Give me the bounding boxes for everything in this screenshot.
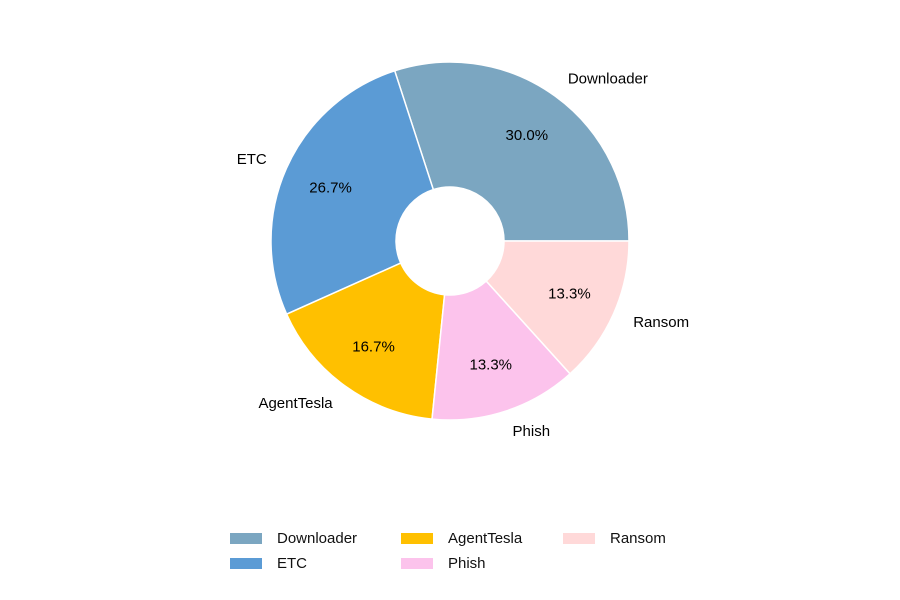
legend-label: Phish (448, 555, 486, 572)
slice-etc (270, 69, 435, 316)
legend-swatch (230, 533, 262, 544)
legend-item-agenttesla: AgentTesla (401, 526, 563, 551)
legend-swatch (401, 533, 433, 544)
value-label-agenttesla: 16.7% (352, 338, 395, 355)
category-label-ransom: Ransom (633, 314, 689, 331)
category-label-downloader: Downloader (568, 70, 648, 87)
legend-item-phish: Phish (401, 551, 563, 576)
category-label-agenttesla: AgentTesla (258, 395, 333, 412)
legend-item-ransom: Ransom (563, 526, 713, 551)
legend-label: AgentTesla (448, 530, 523, 547)
legend-label: Ransom (610, 530, 666, 547)
legend-label: ETC (277, 555, 307, 572)
slices-group (270, 61, 630, 421)
category-label-etc: ETC (237, 151, 267, 168)
slice-agenttesla (285, 262, 446, 420)
value-label-downloader: 30.0% (506, 127, 549, 144)
legend-swatch (401, 558, 433, 569)
value-label-etc: 26.7% (309, 179, 352, 196)
value-label-phish: 13.3% (469, 357, 512, 374)
slice-phish (431, 279, 572, 421)
legend-swatch (230, 558, 262, 569)
legend-item-downloader: Downloader (230, 526, 401, 551)
legend-swatch (563, 533, 595, 544)
slice-downloader (393, 61, 630, 242)
legend: Downloader ETC AgentTesla Phish Ransom (230, 526, 713, 576)
legend-item-etc: ETC (230, 551, 401, 576)
legend-label: Downloader (277, 530, 358, 547)
category-label-phish: Phish (513, 423, 551, 440)
slice-ransom (485, 240, 630, 375)
value-label-ransom: 13.3% (548, 286, 591, 303)
labels-group: 30.0% Downloader 26.7% ETC 16.7% AgentTesla 13… (237, 70, 689, 440)
